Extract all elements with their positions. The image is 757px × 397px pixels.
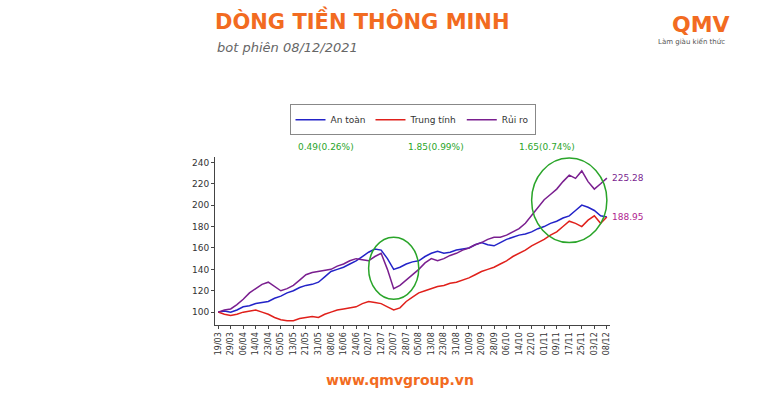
svg-text:14/10: 14/10	[515, 332, 524, 355]
svg-text:188.95: 188.95	[612, 212, 644, 222]
svg-text:31/05: 31/05	[314, 332, 323, 355]
svg-text:240: 240	[192, 158, 209, 168]
svg-text:23/04: 23/04	[264, 332, 273, 355]
svg-text:20/09: 20/09	[477, 332, 486, 355]
svg-text:06/04: 06/04	[239, 332, 248, 355]
svg-text:Trung tính: Trung tính	[409, 115, 455, 125]
svg-text:16/06: 16/06	[339, 332, 348, 355]
svg-text:03/12: 03/12	[590, 332, 599, 355]
html-text:www.qmvgroup.vn: www.qmvgroup.vn	[326, 372, 474, 388]
svg-text:200: 200	[192, 200, 209, 210]
html-text:bot phiên 08/12/2021: bot phiên 08/12/2021	[217, 40, 358, 55]
svg-text:05/08: 05/08	[414, 332, 423, 355]
svg-text:1.65(0.74%): 1.65(0.74%)	[519, 142, 575, 152]
svg-text:05/05: 05/05	[276, 332, 285, 355]
svg-text:23/08: 23/08	[439, 332, 448, 355]
svg-text:06/10: 06/10	[502, 332, 511, 355]
html-text:DÒNG TIỀN THÔNG MINH: DÒNG TIỀN THÔNG MINH	[215, 10, 510, 34]
html-text:QMV: QMV	[672, 12, 730, 37]
svg-text:09/11: 09/11	[552, 332, 561, 355]
svg-text:17/11: 17/11	[565, 332, 574, 355]
svg-text:25/11: 25/11	[577, 332, 586, 355]
svg-text:14/04: 14/04	[251, 332, 260, 355]
svg-text:1.85(0.99%): 1.85(0.99%)	[408, 142, 464, 152]
svg-text:0.49(0.26%): 0.49(0.26%)	[298, 142, 354, 152]
svg-text:22/10: 22/10	[527, 332, 536, 355]
svg-text:19/03: 19/03	[214, 332, 223, 355]
svg-text:140: 140	[192, 265, 209, 275]
svg-text:02/07: 02/07	[364, 332, 373, 355]
svg-text:160: 160	[192, 243, 209, 253]
svg-text:20/07: 20/07	[389, 332, 398, 355]
svg-text:31/08: 31/08	[452, 332, 461, 355]
svg-text:29/03: 29/03	[226, 332, 235, 355]
svg-text:08/06: 08/06	[327, 332, 336, 355]
svg-text:01/11: 01/11	[540, 332, 549, 355]
svg-text:12/07: 12/07	[377, 332, 386, 355]
svg-text:08/12: 08/12	[602, 332, 611, 355]
svg-text:An toàn: An toàn	[331, 115, 366, 125]
svg-text:180: 180	[192, 222, 209, 232]
svg-text:24/06: 24/06	[352, 332, 361, 355]
svg-text:21/05: 21/05	[302, 332, 311, 355]
svg-text:10/09: 10/09	[465, 332, 474, 355]
svg-text:13/08: 13/08	[427, 332, 436, 355]
svg-text:28/07: 28/07	[402, 332, 411, 355]
svg-text:225.28: 225.28	[612, 173, 644, 183]
svg-text:100: 100	[192, 307, 209, 317]
svg-text:13/05: 13/05	[289, 332, 298, 355]
svg-text:120: 120	[192, 286, 209, 296]
html-text:Làm giàu kiến thức: Làm giàu kiến thức	[658, 38, 725, 46]
svg-text:220: 220	[192, 179, 209, 189]
svg-text:28/09: 28/09	[490, 332, 499, 355]
svg-text:Rủi ro: Rủi ro	[502, 115, 529, 125]
